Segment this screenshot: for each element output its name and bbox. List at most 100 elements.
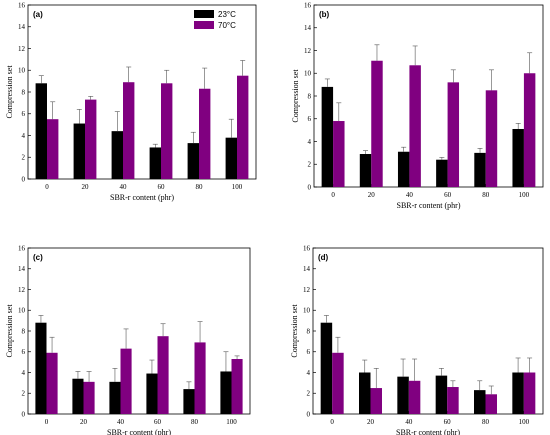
plot-frame bbox=[312, 247, 544, 415]
x-tick-label: 80 bbox=[482, 418, 490, 426]
x-tick-label: 0 bbox=[330, 418, 334, 426]
bar-23c-80 bbox=[474, 390, 486, 414]
bar-70c-0 bbox=[47, 119, 59, 179]
y-tick-label: 8 bbox=[22, 88, 26, 96]
x-tick-label: 0 bbox=[45, 418, 49, 426]
bar-70c-80 bbox=[485, 90, 498, 187]
y-tick-label: 14 bbox=[304, 24, 312, 32]
y-tick-label: 4 bbox=[308, 138, 312, 146]
panel-label: (d) bbox=[318, 253, 329, 262]
x-tick-label: 0 bbox=[331, 191, 335, 199]
panel-label: (c) bbox=[33, 253, 43, 262]
y-tick-label: 2 bbox=[307, 390, 311, 398]
bar-70c-20 bbox=[85, 99, 97, 179]
bar-23c-40 bbox=[397, 151, 410, 187]
x-tick-label: 100 bbox=[519, 191, 530, 199]
y-tick-label: 14 bbox=[18, 23, 26, 31]
bar-70c-60 bbox=[447, 387, 459, 414]
legend-swatch-70c bbox=[194, 21, 214, 29]
y-tick-label: 6 bbox=[307, 348, 311, 356]
x-tick-label: 100 bbox=[232, 183, 243, 191]
panel-b: 0 2 4 6 8 10 12 14 16 0 20 40 60 80 100 SBR-r content (… bbox=[291, 1, 544, 210]
y-tick-label: 16 bbox=[303, 244, 311, 252]
bar-23c-60 bbox=[435, 375, 448, 414]
x-axis-label: SBR-r content (phr) bbox=[107, 428, 171, 435]
y-tick-label: 0 bbox=[307, 410, 311, 418]
bar-23c-40 bbox=[111, 131, 123, 179]
x-tick-label: 80 bbox=[191, 418, 199, 426]
legend-label: 23°C bbox=[218, 10, 236, 19]
bar-23c-80 bbox=[474, 152, 486, 187]
bar-23c-0 bbox=[35, 83, 47, 179]
y-tick-label: 8 bbox=[307, 327, 311, 335]
y-axis-label: Compression set bbox=[291, 69, 300, 123]
y-tick-label: 0 bbox=[308, 183, 312, 191]
bar-70c-80 bbox=[194, 342, 206, 414]
panel-d: 0 2 4 6 8 10 12 14 16 0 20 40 60 80 100 SBR-r content (… bbox=[290, 244, 544, 435]
bar-23c-60 bbox=[149, 147, 161, 179]
bar-70c-20 bbox=[371, 60, 383, 187]
y-tick-label: 0 bbox=[22, 410, 26, 418]
bar-23c-0 bbox=[320, 322, 333, 414]
y-tick-label: 2 bbox=[22, 390, 26, 398]
x-tick-label: 20 bbox=[80, 418, 88, 426]
x-tick-label: 60 bbox=[444, 418, 452, 426]
y-tick-label: 14 bbox=[303, 265, 311, 273]
bar-70c-80 bbox=[199, 88, 211, 179]
y-tick-label: 10 bbox=[304, 70, 312, 78]
plot-frame bbox=[27, 4, 257, 180]
bar-70c-60 bbox=[161, 83, 173, 179]
panel-label: (b) bbox=[319, 10, 330, 19]
y-tick-label: 10 bbox=[18, 67, 26, 75]
x-tick-label: 40 bbox=[120, 183, 128, 191]
y-tick-label: 6 bbox=[22, 110, 26, 118]
bar-23c-20 bbox=[359, 154, 372, 187]
x-tick-label: 40 bbox=[405, 418, 413, 426]
x-axis-label: SBR-r content (phr) bbox=[396, 428, 460, 435]
bar-70c-0 bbox=[333, 121, 345, 187]
y-axis-label: Compression set bbox=[290, 304, 299, 358]
x-tick-label: 40 bbox=[117, 418, 125, 426]
bar-23c-80 bbox=[187, 143, 199, 179]
bar-70c-80 bbox=[485, 394, 497, 414]
bar-23c-80 bbox=[183, 389, 195, 414]
y-tick-label: 2 bbox=[22, 154, 26, 162]
y-tick-label: 12 bbox=[18, 45, 26, 53]
x-tick-label: 60 bbox=[154, 418, 162, 426]
y-tick-label: 2 bbox=[308, 161, 312, 169]
x-tick-label: 20 bbox=[82, 183, 90, 191]
bar-23c-100 bbox=[220, 371, 232, 414]
y-tick-label: 6 bbox=[22, 348, 26, 356]
bar-23c-20 bbox=[359, 372, 371, 414]
y-tick-label: 14 bbox=[18, 265, 26, 273]
y-axis-label: Compression set bbox=[5, 304, 14, 358]
bar-70c-0 bbox=[46, 352, 58, 414]
panel-c: 0 2 4 6 8 10 12 14 16 0 20 40 60 80 100 SBR-r content (… bbox=[5, 244, 251, 435]
legend-swatch-23c bbox=[194, 10, 214, 18]
bar-70c-40 bbox=[120, 348, 132, 414]
plot-frame bbox=[27, 247, 251, 415]
bar-23c-40 bbox=[397, 376, 409, 414]
panel-a: 0 2 4 6 8 10 12 14 16 0 20 40 60 80 100 SBR-r content (… bbox=[5, 1, 257, 202]
y-tick-label: 4 bbox=[22, 369, 26, 377]
bar-70c-60 bbox=[447, 82, 460, 187]
y-tick-label: 4 bbox=[307, 369, 311, 377]
bar-23c-40 bbox=[109, 381, 121, 414]
bar-70c-100 bbox=[523, 372, 536, 414]
bar-70c-0 bbox=[332, 352, 344, 414]
y-tick-label: 4 bbox=[22, 132, 26, 140]
bar-70c-60 bbox=[157, 336, 169, 414]
x-tick-label: 40 bbox=[406, 191, 414, 199]
bar-70c-40 bbox=[409, 65, 421, 187]
y-tick-label: 8 bbox=[308, 92, 312, 100]
x-axis-label: SBR-r content (phr) bbox=[397, 201, 461, 210]
plot-frame bbox=[313, 4, 544, 188]
bar-23c-60 bbox=[436, 159, 448, 187]
bar-70c-40 bbox=[408, 380, 421, 414]
x-tick-label: 80 bbox=[482, 191, 490, 199]
legend: 23°C 70°C bbox=[194, 10, 236, 30]
y-tick-label: 8 bbox=[22, 327, 26, 335]
x-tick-label: 20 bbox=[368, 191, 376, 199]
bar-23c-100 bbox=[512, 372, 524, 414]
x-tick-label: 0 bbox=[45, 183, 49, 191]
